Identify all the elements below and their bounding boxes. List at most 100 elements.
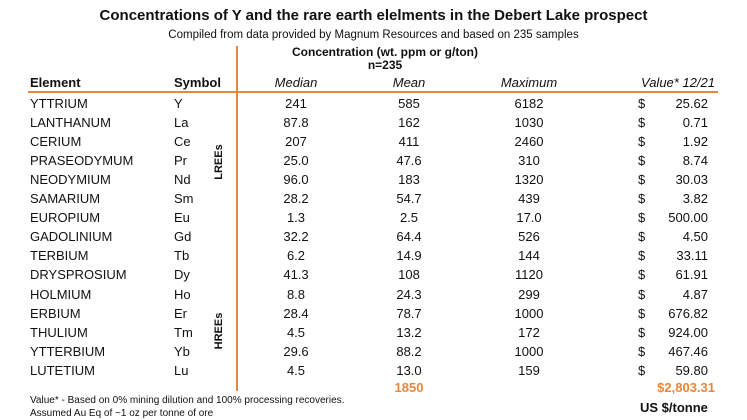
median-cell: 96.0 (283, 172, 309, 188)
table-row: HOLMIUM Ho 8.8 24.3 299 $4.87 (0, 287, 747, 306)
mean-cell: 2.5 (399, 210, 419, 226)
value-cell: 30.03 (675, 172, 708, 188)
element-cell: YTTRIUM (30, 96, 88, 111)
value-cell: 4.87 (682, 286, 708, 302)
dollar-sign: $ (638, 172, 646, 188)
column-header-value: Value* 12/21 (641, 75, 715, 90)
column-header-mean: Mean (392, 75, 426, 90)
symbol-cell: Pr (174, 153, 187, 169)
mean-cell: 162 (398, 115, 420, 131)
table-row: THULIUM Tm 4.5 13.2 172 $924.00 (0, 325, 747, 344)
value-cell: 3.82 (682, 191, 708, 207)
maximum-cell: 1030 (514, 115, 544, 131)
symbol-cell: Dy (174, 267, 190, 283)
value-cell: 676.82 (668, 305, 708, 321)
median-cell: 32.2 (283, 229, 309, 245)
median-cell: 28.2 (283, 191, 309, 207)
dollar-sign: $ (638, 153, 646, 169)
dollar-sign: $ (638, 191, 646, 207)
table-row: ERBIUM Er 28.4 78.7 1000 $676.82 (0, 306, 747, 325)
dollar-sign: $ (638, 229, 646, 245)
maximum-cell: 439 (518, 191, 540, 207)
dollar-sign: $ (638, 343, 646, 359)
element-cell: ERBIUM (30, 305, 81, 321)
element-cell: GADOLINIUM (30, 229, 113, 245)
mean-cell: 411 (398, 134, 420, 150)
table-row: NEODYMIUM Nd 96.0 183 1320 $30.03 (0, 172, 747, 191)
median-cell: 4.5 (286, 324, 306, 340)
maximum-cell: 144 (518, 248, 540, 264)
maximum-cell: 6182 (514, 96, 544, 111)
symbol-cell: Ce (174, 134, 191, 150)
symbol-cell: Nd (174, 172, 191, 188)
symbol-cell: Tb (174, 248, 190, 264)
concentration-header: Concentration (wt. ppm or g/ton) n=235 (285, 46, 485, 72)
maximum-cell: 526 (518, 229, 540, 245)
header-divider (28, 91, 718, 93)
mean-cell: 585 (398, 96, 420, 111)
table-row: TERBIUM Tb 6.2 14.9 144 $33.11 (0, 248, 747, 267)
page-title: Concentrations of Y and the rare earth e… (99, 7, 648, 24)
table-row: YTTERBIUM Yb 29.6 88.2 1000 $467.46 (0, 344, 747, 363)
value-cell: 61.91 (675, 267, 708, 283)
table-row: DRYSPROSIUM Dy 41.3 108 1120 $61.91 (0, 267, 747, 286)
symbol-cell: Y (174, 96, 183, 111)
mean-cell: 14.9 (396, 248, 422, 264)
element-cell: DRYSPROSIUM (30, 267, 127, 283)
column-header-element: Element (30, 75, 81, 90)
vertical-divider (236, 46, 238, 391)
mean-cell: 13.2 (396, 324, 422, 340)
element-cell: PRASEODYMUM (30, 153, 134, 169)
footnote-2: Assumed Au Eq of ~1 oz per tonne of ore (30, 408, 214, 419)
element-cell: THULIUM (30, 324, 88, 340)
mean-cell: 47.6 (396, 153, 422, 169)
symbol-cell: La (174, 115, 189, 131)
value-cell: 500.00 (668, 210, 708, 226)
mean-cell: 88.2 (396, 343, 422, 359)
table-row: GADOLINIUM Gd 32.2 64.4 526 $4.50 (0, 229, 747, 248)
concentration-header-line2: n=235 (367, 58, 403, 72)
total-mean: 1850 (394, 380, 424, 395)
maximum-cell: 1120 (515, 267, 543, 283)
dollar-sign: $ (638, 362, 646, 378)
table-row: SAMARIUM Sm 28.2 54.7 439 $3.82 (0, 191, 747, 210)
mean-cell: 24.3 (396, 286, 422, 302)
maximum-cell: 172 (518, 324, 540, 340)
table-row: LANTHANUM La 87.8 162 1030 $0.71 (0, 115, 747, 134)
table-row: YTTRIUM Y 241 585 6182 $25.62 (0, 96, 747, 115)
maximum-cell: 310 (518, 153, 540, 169)
column-header-maximum: Maximum (500, 75, 558, 90)
maximum-cell: 1000 (514, 305, 544, 321)
unit-label: US $/tonne (640, 400, 708, 415)
value-cell: 924.00 (668, 324, 708, 340)
mean-cell: 108 (398, 267, 420, 283)
maximum-cell: 1320 (514, 172, 544, 188)
dollar-sign: $ (638, 115, 646, 131)
symbol-cell: Eu (174, 210, 190, 226)
dollar-sign: $ (638, 134, 646, 150)
table-row: CERIUM Ce 207 411 2460 $1.92 (0, 134, 747, 153)
dollar-sign: $ (638, 210, 646, 226)
median-cell: 25.0 (283, 153, 309, 169)
median-cell: 29.6 (283, 343, 309, 359)
element-cell: CERIUM (30, 134, 82, 150)
dollar-sign: $ (638, 286, 646, 302)
symbol-cell: Ho (174, 286, 191, 302)
median-cell: 87.8 (283, 115, 309, 131)
mean-cell: 64.4 (396, 229, 422, 245)
column-header-symbol: Symbol (174, 75, 221, 90)
column-header-median: Median (274, 75, 318, 90)
element-cell: SAMARIUM (30, 191, 101, 207)
median-cell: 241 (285, 96, 307, 111)
value-cell: 59.80 (675, 362, 708, 378)
median-cell: 4.5 (286, 362, 306, 378)
mean-cell: 54.7 (396, 191, 422, 207)
median-cell: 8.8 (286, 286, 306, 302)
element-cell: LANTHANUM (30, 115, 111, 131)
maximum-cell: 1000 (514, 343, 544, 359)
symbol-cell: Gd (174, 229, 192, 245)
mean-cell: 183 (398, 172, 420, 188)
dollar-sign: $ (638, 96, 646, 111)
symbol-cell: Lu (174, 362, 189, 378)
median-cell: 28.4 (283, 305, 309, 321)
